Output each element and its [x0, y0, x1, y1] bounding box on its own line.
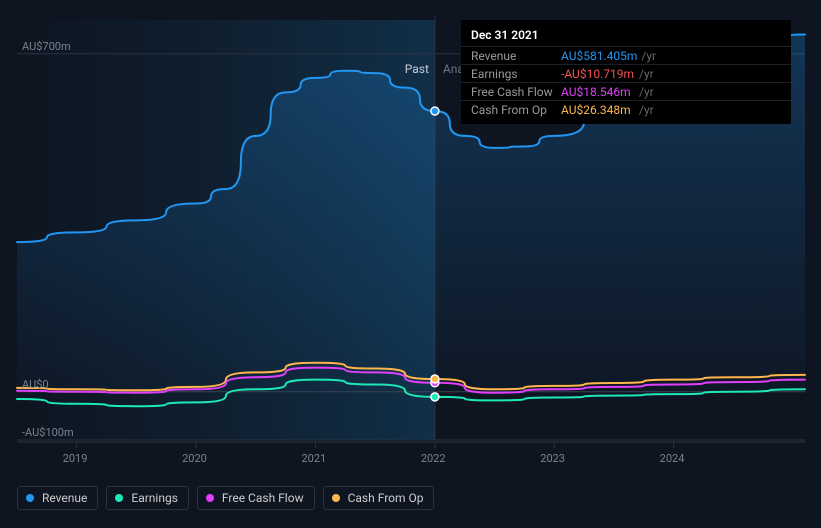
legend-item-revenue[interactable]: Revenue	[17, 486, 98, 510]
chart-tooltip: Dec 31 2021 Revenue AU$581.405m /yr Earn…	[461, 20, 791, 124]
financial-chart: AU$700m AU$0 -AU$100m 2019 2020 2021 202…	[0, 0, 821, 524]
tooltip-suffix: /yr	[639, 67, 654, 81]
tooltip-metric-label: Free Cash Flow	[471, 85, 561, 99]
x-axis-label: 2019	[63, 452, 88, 465]
tooltip-metric-label: Earnings	[471, 67, 561, 81]
legend-swatch	[115, 494, 123, 502]
tooltip-suffix: /yr	[639, 103, 654, 117]
x-axis-label: 2022	[421, 452, 446, 465]
past-section-label: Past	[405, 62, 429, 76]
tooltip-row: Earnings -AU$10.719m /yr	[461, 64, 791, 82]
y-axis-label: AU$0	[22, 378, 49, 391]
legend-swatch	[206, 494, 214, 502]
tooltip-metric-value: AU$26.348m	[561, 103, 635, 117]
tooltip-metric-value: AU$581.405m	[561, 49, 637, 63]
tooltip-row: Cash From Op AU$26.348m /yr	[461, 100, 791, 118]
legend-item-fcf[interactable]: Free Cash Flow	[197, 486, 315, 510]
tooltip-metric-value: AU$18.546m	[561, 85, 635, 99]
legend-label: Revenue	[42, 491, 87, 505]
tooltip-metric-label: Revenue	[471, 49, 561, 63]
legend-label: Earnings	[131, 491, 178, 505]
legend-swatch	[332, 494, 340, 502]
x-axis-label: 2024	[660, 452, 685, 465]
tooltip-suffix: /yr	[641, 49, 656, 63]
x-axis-label: 2023	[540, 452, 565, 465]
tooltip-row: Free Cash Flow AU$18.546m /yr	[461, 82, 791, 100]
legend-item-earnings[interactable]: Earnings	[106, 486, 189, 510]
chart-legend: Revenue Earnings Free Cash Flow Cash Fro…	[17, 486, 434, 510]
tooltip-metric-value: -AU$10.719m	[561, 67, 635, 81]
tooltip-row: Revenue AU$581.405m /yr	[461, 46, 791, 64]
legend-item-cfo[interactable]: Cash From Op	[323, 486, 435, 510]
y-axis-label: AU$700m	[22, 40, 71, 53]
legend-label: Free Cash Flow	[222, 491, 304, 505]
x-axis-label: 2020	[182, 452, 207, 465]
tooltip-metric-label: Cash From Op	[471, 103, 561, 117]
y-axis-label: -AU$100m	[22, 426, 74, 439]
legend-swatch	[26, 494, 34, 502]
tooltip-suffix: /yr	[639, 85, 654, 99]
legend-label: Cash From Op	[348, 491, 424, 505]
tooltip-title: Dec 31 2021	[461, 26, 791, 46]
x-axis-label: 2021	[301, 452, 326, 465]
